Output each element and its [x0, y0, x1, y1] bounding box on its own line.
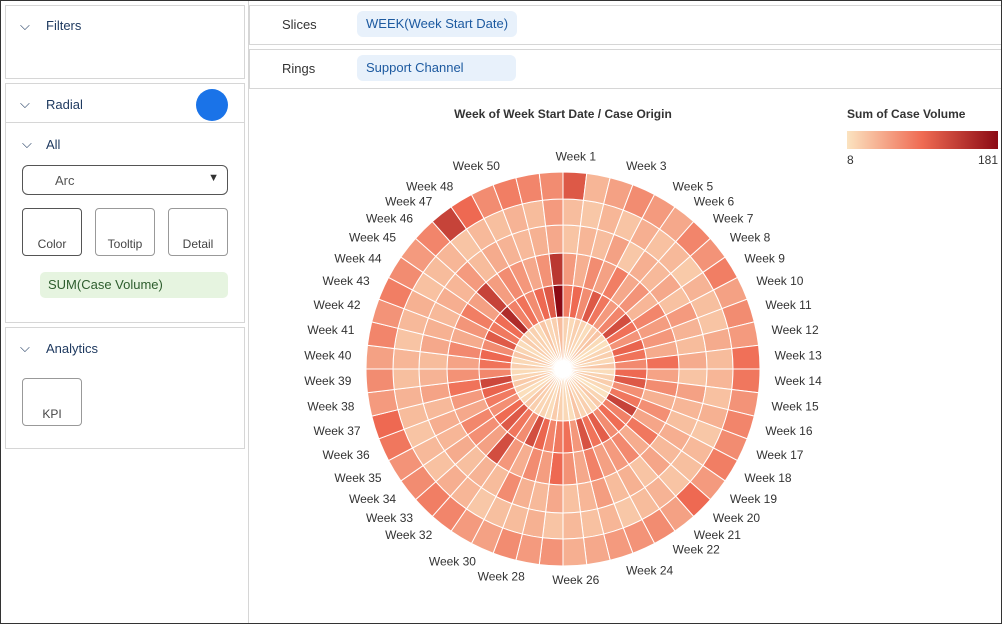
slices-label: Slices — [282, 17, 317, 32]
caret: ▼ — [208, 172, 219, 184]
slice-label: Week 30 — [429, 554, 476, 568]
slice-label: Week 48 — [406, 180, 453, 194]
arc-cell — [541, 198, 564, 227]
label: Tooltip — [107, 237, 143, 251]
chevron[interactable]: ⌵ — [20, 340, 30, 355]
measure-pill[interactable]: SUM(Case Volume) — [40, 272, 228, 298]
slice-label: Week 14 — [775, 374, 822, 388]
slice-label: Week 40 — [304, 348, 351, 362]
divider — [248, 1, 249, 623]
slice-label: Week 24 — [626, 564, 673, 578]
slice-label: Week 15 — [772, 399, 819, 413]
arc-cell — [562, 483, 581, 514]
analytics-title[interactable]: Analytics — [46, 341, 99, 356]
slices-pill[interactable]: WEEK(Week Start Date) — [357, 11, 518, 37]
slice-label: Week 9 — [744, 251, 785, 265]
legend-tick-label: 181 — [978, 153, 998, 167]
arc-cell — [365, 368, 395, 394]
slice-label: Week 11 — [765, 298, 812, 312]
arc-cell — [731, 368, 761, 394]
slice-label: Week 37 — [313, 424, 360, 438]
slice-label: Week 6 — [694, 194, 735, 208]
mark-dropdown[interactable]: Arc ▼ — [22, 165, 228, 195]
arc-cell — [392, 368, 421, 391]
slice-label: Week 7 — [713, 211, 754, 225]
slice-label: Week 47 — [385, 194, 432, 208]
radial-panel: ⌵ Radial ⌵ All Arc ▼ Color Tooltip Detai… — [5, 83, 245, 323]
kpi-button[interactable]: KPI — [22, 378, 82, 426]
chevron[interactable]: ⌵ — [22, 136, 32, 151]
slice-label: Week 50 — [453, 159, 500, 173]
arc-cell — [562, 537, 588, 567]
rings-shelf: Rings Support Channel — [249, 49, 1001, 89]
slice-label: Week 3 — [626, 159, 667, 173]
slice-label: Week 36 — [323, 448, 370, 462]
slice-label: Week 17 — [756, 448, 803, 462]
chart-title: Week of Week Start Date / Case Origin — [454, 107, 672, 121]
slice-label: Week 5 — [673, 180, 714, 194]
chart-type-icon[interactable] — [196, 89, 228, 121]
chevron[interactable]: ⌵ — [20, 96, 30, 111]
slice-label: Week 8 — [730, 230, 771, 244]
slice-label: Week 42 — [313, 298, 360, 312]
arc-cell — [538, 171, 564, 201]
color-button[interactable]: Color — [22, 208, 82, 256]
arc-cell — [705, 347, 734, 370]
legend-gradient — [847, 131, 998, 149]
slice-label: Week 21 — [694, 528, 741, 542]
slice-label: Week 13 — [775, 348, 822, 362]
slice-label: Week 39 — [304, 374, 351, 388]
slice-label: Week 10 — [756, 274, 803, 288]
arc-cell — [562, 171, 588, 201]
detail-button[interactable]: Detail — [168, 208, 228, 256]
slice-label: Week 41 — [307, 323, 354, 337]
slice-label: Week 20 — [713, 511, 760, 525]
slice-label: Week 19 — [730, 492, 777, 506]
slice-label: Week 18 — [744, 471, 791, 485]
arc-cell — [731, 344, 761, 370]
analytics-panel: ⌵ Analytics KPI — [5, 327, 245, 449]
filters-title[interactable]: Filters — [46, 18, 82, 33]
slices-shelf: Slices WEEK(Week Start Date) — [249, 5, 1001, 45]
dropdown-value: Arc — [55, 173, 75, 188]
slice-label: Week 35 — [334, 471, 381, 485]
slice-label: Week 16 — [765, 424, 812, 438]
arc-cell — [538, 537, 564, 567]
divider — [6, 122, 244, 123]
all-label[interactable]: All — [46, 137, 61, 152]
filters-panel: ⌵ Filters — [5, 5, 245, 79]
arc-cell — [365, 344, 395, 370]
label: KPI — [42, 407, 62, 421]
slice-label: Week 44 — [334, 251, 381, 265]
slice-label: Week 46 — [366, 211, 413, 225]
slice-label: Week 34 — [349, 492, 396, 506]
label: Color — [37, 237, 67, 251]
slice-label: Week 43 — [323, 274, 370, 288]
arc-cell — [545, 224, 564, 255]
slice-label: Week 32 — [385, 528, 432, 542]
chart: Week of Week Start Date / Case Origin Su… — [304, 107, 998, 587]
slice-label: Week 22 — [673, 543, 720, 557]
arc-cell — [562, 511, 585, 540]
radial-title[interactable]: Radial — [46, 97, 83, 112]
slice-label: Week 45 — [349, 230, 396, 244]
slice-label: Week 1 — [556, 150, 597, 164]
slice-label: Week 33 — [366, 511, 413, 525]
rings-label: Rings — [282, 61, 316, 76]
slice-label: Week 26 — [552, 573, 599, 587]
rings-pill[interactable]: Support Channel — [357, 55, 516, 81]
label: Detail — [182, 237, 214, 251]
arc-cell — [418, 368, 449, 387]
legend-title: Sum of Case Volume — [847, 107, 966, 121]
arc-cell — [677, 351, 708, 370]
chevron[interactable]: ⌵ — [20, 18, 30, 33]
slice-label: Week 38 — [307, 399, 354, 413]
slice-label: Week 12 — [772, 323, 819, 337]
tooltip-button[interactable]: Tooltip — [95, 208, 155, 256]
slice-label: Week 28 — [478, 570, 525, 584]
legend-tick-label: 8 — [847, 153, 854, 167]
